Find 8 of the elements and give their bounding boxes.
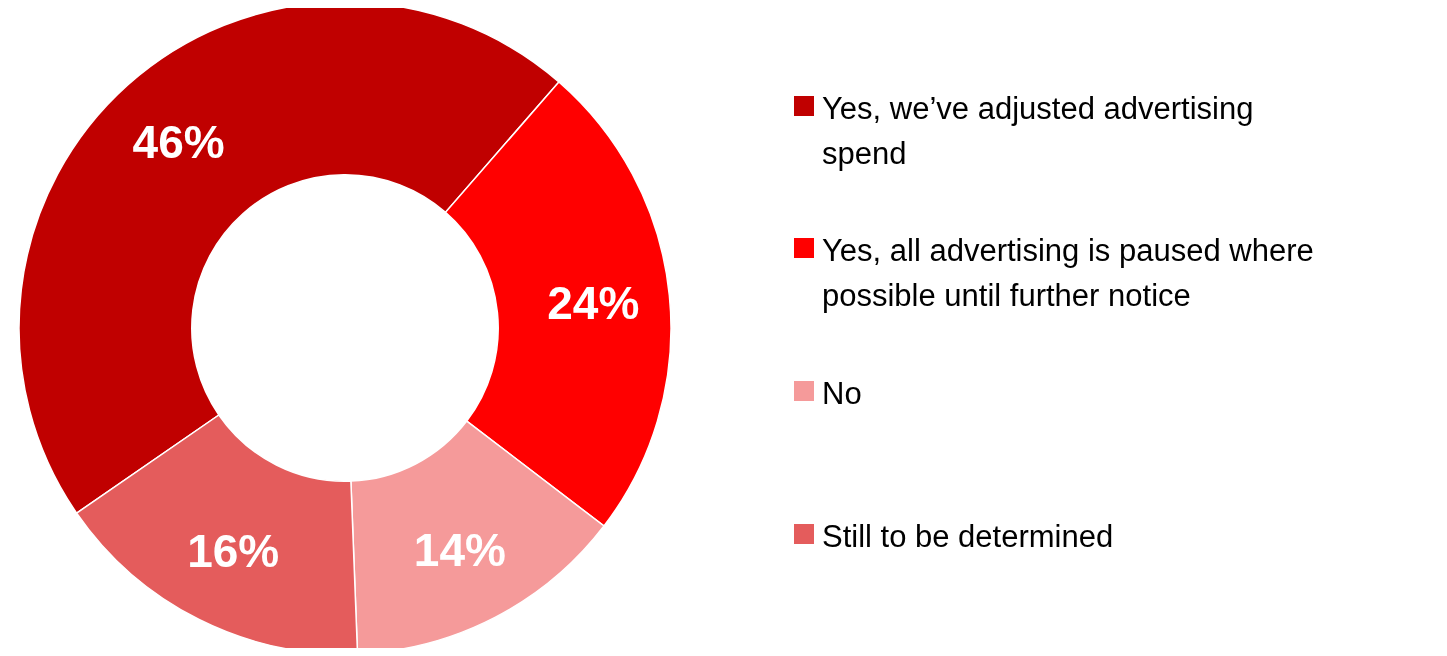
legend-label: Still to be determined (822, 518, 1114, 554)
data-label: 16% (187, 525, 280, 578)
data-label: 46% (132, 116, 225, 169)
legend-label: No (822, 375, 862, 411)
data-label: 14% (413, 523, 506, 576)
legend-label: Yes, all advertising is paused where possible until further notice (822, 232, 1314, 313)
legend-label: Yes, we’ve adjusted advertising spend (822, 90, 1254, 171)
data-label: 24% (547, 276, 640, 329)
